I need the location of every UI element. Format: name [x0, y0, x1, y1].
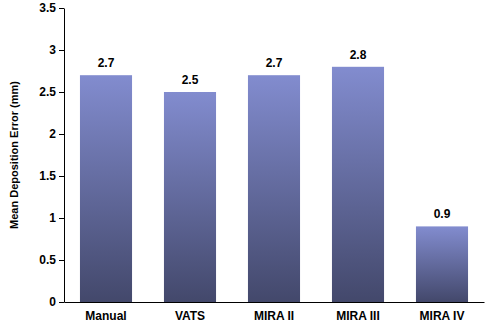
bar: [164, 92, 216, 302]
x-tick-label: MIRA IV: [420, 309, 465, 323]
y-tick-mark: [59, 50, 64, 51]
bar: [80, 75, 132, 302]
bar: [332, 67, 384, 302]
y-tick-mark: [59, 92, 64, 93]
y-tick-label: 1.5: [39, 169, 56, 183]
y-tick-label: 3.5: [39, 1, 56, 15]
y-tick: 1: [49, 211, 64, 225]
x-tick-label: VATS: [175, 309, 205, 323]
data-labels: 2.7 2.5 2.7 2.8 0.9: [98, 48, 451, 222]
x-tick-label: Manual: [85, 309, 126, 323]
data-label: 2.7: [98, 56, 115, 70]
y-tick-label: 2: [49, 127, 56, 141]
bar: [248, 75, 300, 302]
x-tick-label: MIRA III: [336, 309, 380, 323]
y-tick: 0: [49, 295, 64, 309]
y-tick-label: 3: [49, 43, 56, 57]
bar: [416, 226, 468, 302]
y-tick-label: 0.5: [39, 253, 56, 267]
y-tick-label: 2.5: [39, 85, 56, 99]
y-tick-mark: [59, 134, 64, 135]
y-tick: 1.5: [39, 169, 64, 183]
y-tick-mark: [59, 176, 64, 177]
y-tick-mark: [59, 218, 64, 219]
x-tick: VATS: [175, 302, 205, 323]
x-tick-label: MIRA II: [254, 309, 294, 323]
chart: 0 0.5 1 1.5 2 2.5 3 3.5 Manual VATS MIRA II MIRA II…: [0, 0, 500, 329]
y-tick: 0.5: [39, 253, 64, 267]
y-tick: 2: [49, 127, 64, 141]
y-tick-mark: [59, 8, 64, 9]
y-tick: 3: [49, 43, 64, 57]
y-tick-label: 0: [49, 295, 56, 309]
data-label: 0.9: [434, 207, 451, 221]
y-axis: 0 0.5 1 1.5 2 2.5 3 3.5: [39, 1, 64, 309]
y-tick: 3.5: [39, 1, 64, 15]
data-label: 2.5: [182, 73, 199, 87]
y-tick-mark: [59, 260, 64, 261]
plot: 0 0.5 1 1.5 2 2.5 3 3.5 Manual VATS MIRA II MIRA II…: [39, 1, 484, 322]
y-tick-mark: [59, 302, 64, 303]
y-tick-label: 1: [49, 211, 56, 225]
x-axis: Manual VATS MIRA II MIRA III MIRA IV: [65, 302, 485, 323]
y-tick: 2.5: [39, 85, 64, 99]
data-label: 2.8: [350, 48, 367, 62]
x-tick: MIRA II: [254, 302, 294, 323]
x-tick: Manual: [85, 302, 126, 323]
x-tick: MIRA III: [336, 302, 380, 323]
y-axis-title: Mean Deposition Error (mm): [8, 81, 20, 229]
y-axis-line: [64, 9, 65, 303]
x-tick: MIRA IV: [420, 302, 465, 323]
bars: [80, 67, 468, 302]
x-axis-line: [65, 302, 485, 303]
data-label: 2.7: [266, 56, 283, 70]
